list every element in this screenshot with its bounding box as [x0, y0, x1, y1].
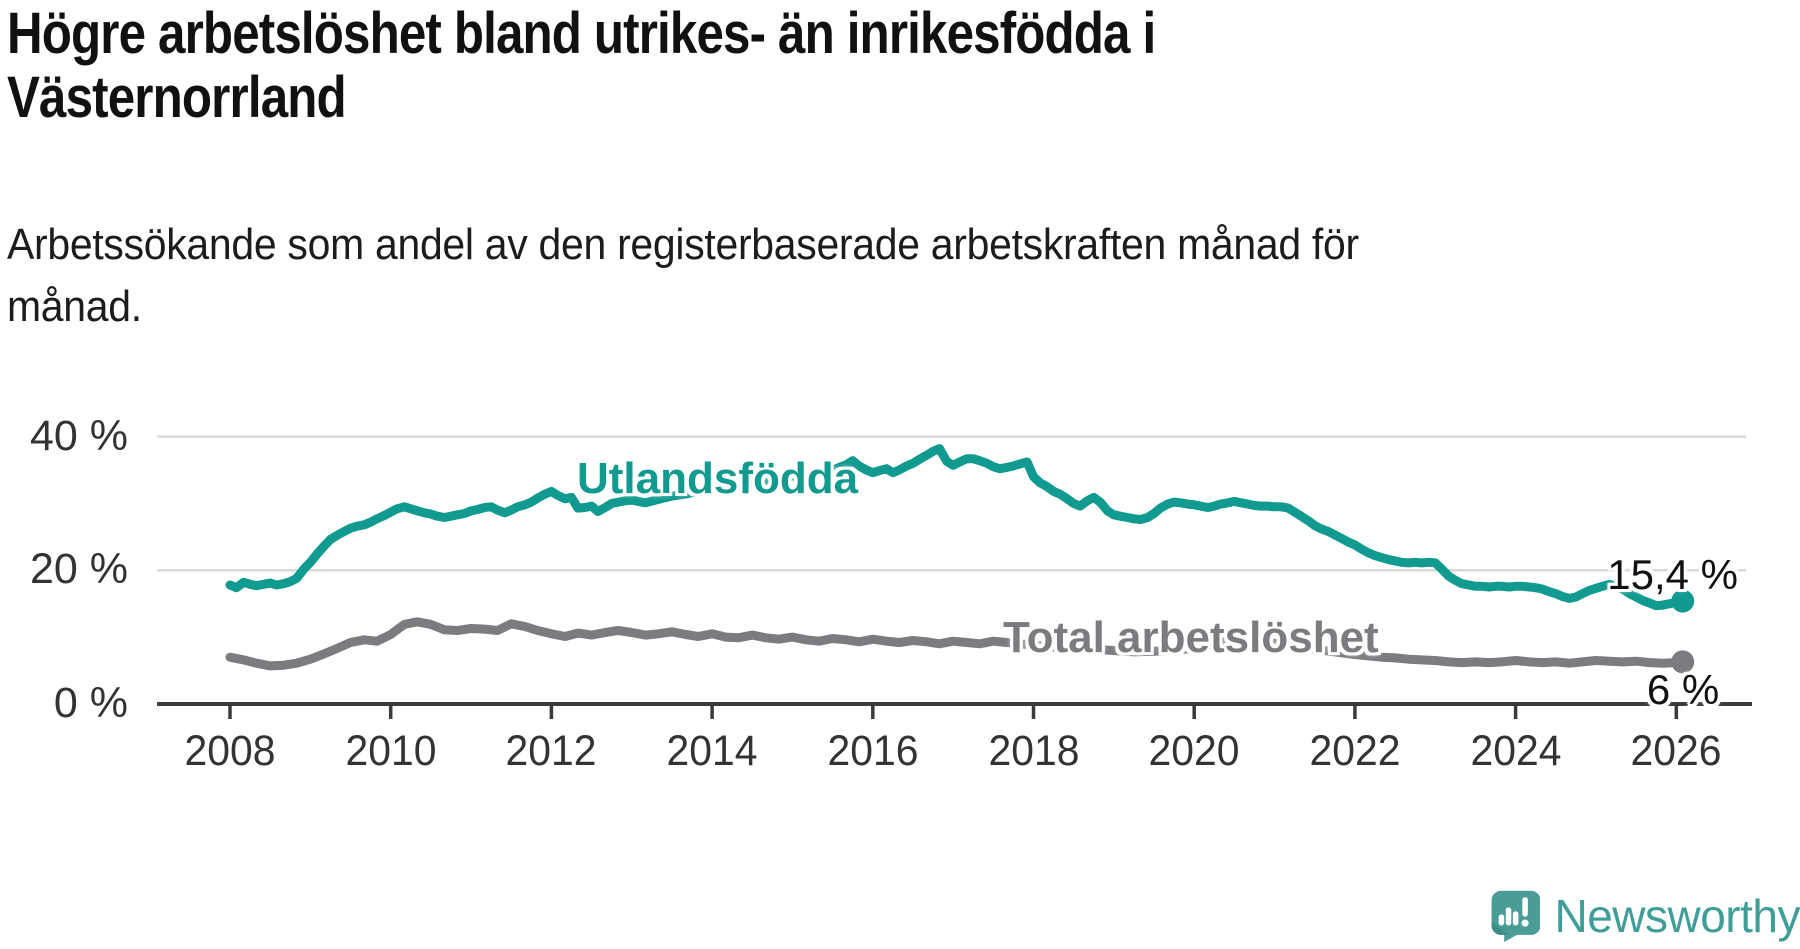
series-line-total-arbetsloshet: [225, 617, 1688, 671]
chart-title: Högre arbetslöshet bland utrikes- än inr…: [7, 2, 1452, 130]
x-axis-label-2012: 2012: [505, 727, 597, 775]
chart-title-line2: Västernorrland: [7, 65, 347, 130]
x-axis-ticks: [228, 705, 1679, 719]
x-axis-label-2020: 2020: [1148, 727, 1240, 775]
x-axis-label-2016: 2016: [827, 727, 919, 775]
series-end-dot-total-arbetsloshet: [1671, 650, 1695, 674]
y-axis-label-20: 20 %: [29, 545, 128, 594]
newsworthy-wordmark: Newsworthy: [1554, 890, 1800, 942]
logo-bar-chart: [1498, 897, 1529, 927]
x-axis-label-2008: 2008: [184, 727, 276, 775]
x-axis-label-2022: 2022: [1309, 727, 1401, 775]
series-end-dot-utlandsfodda: [1671, 589, 1695, 613]
series-line-utlandsfodda: [225, 444, 1688, 611]
x-axis-label-2014: 2014: [666, 727, 758, 775]
logo-bubble-shade: [1491, 921, 1508, 935]
end-value-label-utlandsfodda: 15,4 %: [1607, 551, 1738, 598]
gridlines: [157, 435, 1746, 572]
y-axis-label-0: 0 %: [53, 679, 128, 727]
y-axis-label-40: 40 %: [29, 411, 128, 460]
newsworthy-logo-icon: [1491, 890, 1541, 943]
x-axis-label-2024: 2024: [1470, 727, 1562, 775]
x-axis-label-2018: 2018: [988, 727, 1079, 775]
x-axis-label-2026: 2026: [1630, 727, 1722, 775]
series-label-utlandsfodda: Utlandsfödda: [577, 454, 859, 503]
chart-subtitle: Arbetssökande som andel av den registerb…: [7, 214, 1458, 338]
newsworthy-branding: Newsworthy: [1490, 884, 1800, 948]
chart-subtitle-line1: Arbetssökande som andel av den registerb…: [7, 220, 1359, 269]
x-axis-label-2010: 2010: [345, 727, 437, 775]
end-value-label-total-arbetsloshet: 6 %: [1646, 666, 1720, 713]
chart-title-line1: Högre arbetslöshet bland utrikes- än inr…: [7, 1, 1156, 66]
chart-subtitle-line2: månad.: [7, 282, 142, 331]
series-label-total-arbetsloshet: Total arbetslöshet: [1003, 613, 1379, 662]
